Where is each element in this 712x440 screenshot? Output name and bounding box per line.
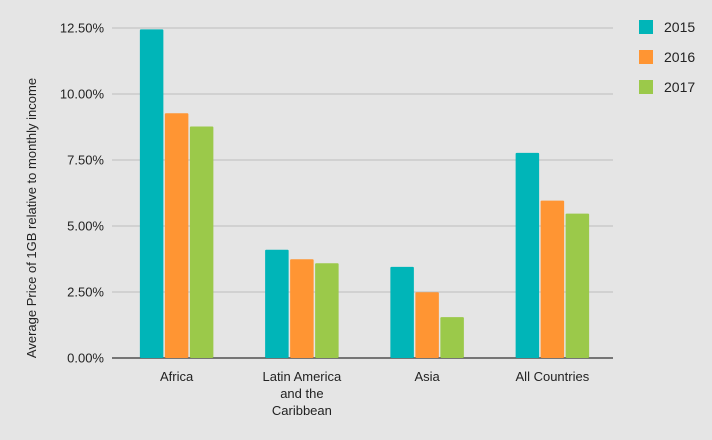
bar-2016-all-countries [540,200,565,358]
bar-2015-africa [139,29,164,358]
legend-label: 2017 [664,79,695,95]
y-tick-label: 10.00% [60,87,105,102]
x-tick-label-line: All Countries [516,369,590,384]
bar-2015-all-countries [515,152,540,358]
bar-2017-latin-america-and-the-caribbean [315,263,339,358]
legend-label: 2015 [664,19,695,35]
bar-2017-africa [189,126,214,358]
bar-2016-latin-america-and-the-caribbean [290,259,314,358]
bar-2017-all-countries [565,213,590,358]
y-tick-label: 12.50% [60,21,105,36]
legend-label: 2016 [664,49,695,65]
x-tick-label-line: Caribbean [272,403,332,418]
x-axis-labels: Africa Latin America and the Caribbean Asia A… [160,369,590,418]
legend-swatch-2017 [639,80,653,94]
y-tick-label: 5.00% [67,219,104,234]
y-tick-label: 2.50% [67,285,104,300]
bar-2017-asia [440,317,464,358]
y-axis-labels: 0.00% 2.50% 5.00% 7.50% 10.00% 12.50% [60,21,105,366]
x-tick-label: Asia [414,369,440,384]
y-tick-label: 0.00% [67,351,104,366]
x-tick-label-line: Africa [160,369,194,384]
x-tick-label-line: Latin America [262,369,342,384]
y-tick-label: 7.50% [67,153,104,168]
bar-2015-asia [390,266,414,358]
x-tick-label-line: and the [280,386,323,401]
legend: 2015 2016 2017 [639,19,695,95]
x-tick-label: All Countries [516,369,590,384]
bars [139,29,590,358]
bar-2015-latin-america-and-the-caribbean [265,249,289,358]
x-tick-label-line: Asia [414,369,440,384]
legend-swatch-2015 [639,20,653,34]
bar-2016-asia [415,292,439,358]
bar-2016-africa [164,113,189,358]
x-tick-label: Africa [160,369,194,384]
y-axis-title: Average Price of 1GB relative to monthly… [24,78,39,358]
x-tick-label: Latin America and the Caribbean [262,369,342,418]
legend-swatch-2016 [639,50,653,64]
